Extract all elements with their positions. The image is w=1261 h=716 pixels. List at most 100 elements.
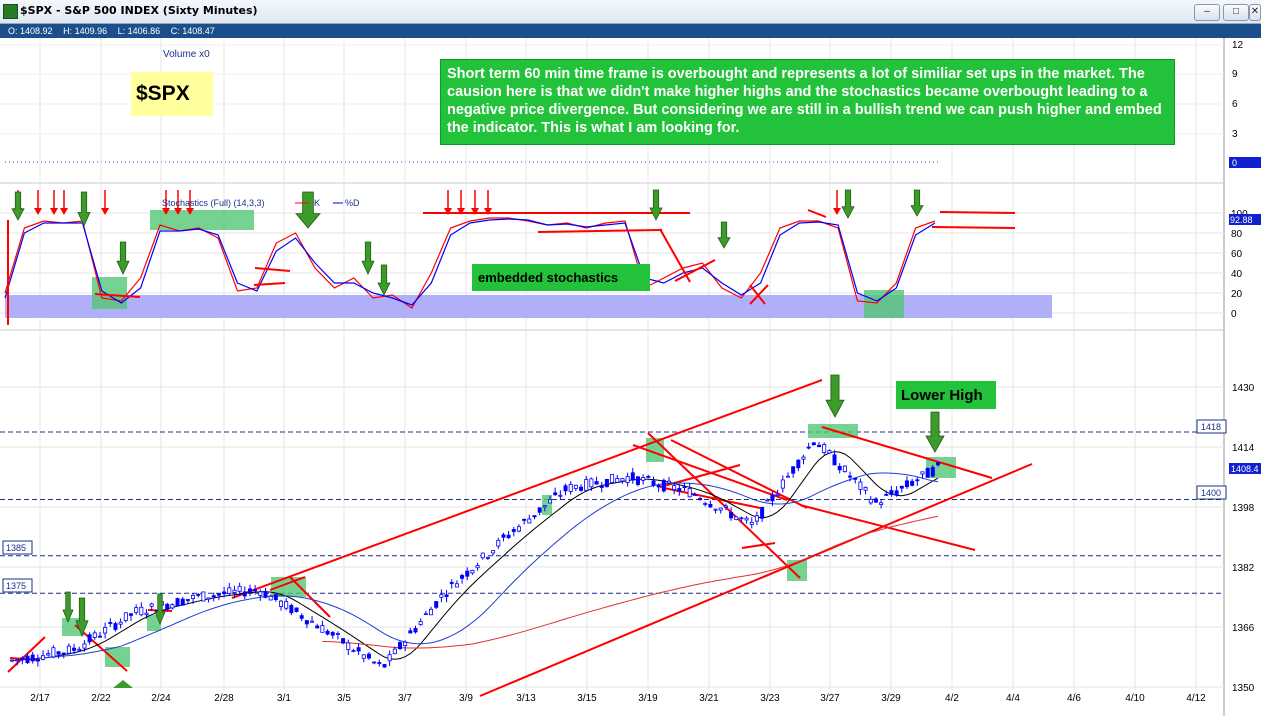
green-arrow [910, 189, 924, 217]
candle-body [729, 511, 734, 519]
green-arrow [649, 189, 663, 221]
window-title: $SPX - S&P 500 INDEX (Sixty Minutes) [20, 4, 258, 17]
candle-body [227, 587, 232, 594]
candle-body [97, 635, 102, 638]
volume-tick-label: 3 [1232, 129, 1238, 140]
stoch-current-badge [1229, 214, 1261, 225]
close-button[interactable]: ✕ [1249, 4, 1261, 21]
lower-high-note: Lower High [901, 387, 983, 404]
green-arrow [717, 221, 731, 249]
candle-body [739, 517, 744, 520]
sma-slow-line [11, 472, 939, 662]
candle-body [175, 598, 180, 607]
candle-body [832, 454, 837, 466]
green-arrow [841, 189, 855, 219]
candle-body [542, 505, 547, 508]
candle-body [201, 591, 206, 602]
x-tick-label: 4/6 [1067, 693, 1081, 704]
x-tick-label: 3/29 [881, 693, 901, 704]
level-label-1418: 1418 [1201, 422, 1221, 432]
volume-tick-label: 9 [1232, 69, 1238, 80]
candle-body [780, 479, 785, 489]
candle-body [232, 589, 237, 593]
stoch-annotation-line [537, 229, 663, 233]
stoch-tick-label: 40 [1231, 269, 1243, 280]
candle-body [873, 498, 878, 503]
candle-body [460, 575, 465, 579]
candle-body [620, 478, 625, 482]
candle-body [429, 608, 434, 616]
level-label-1418-box [1196, 419, 1227, 434]
candle-body [139, 606, 144, 616]
candle-body [423, 613, 428, 616]
ohlc-low: L: 1406.86 [117, 26, 161, 36]
candle-body [723, 505, 728, 508]
candle-body [485, 556, 490, 559]
candle-body [511, 529, 516, 532]
level-label-1375: 1375 [6, 581, 26, 591]
embedded-stochastics-note: embedded stochastics [478, 270, 618, 285]
candle-body [698, 498, 703, 501]
candle-body [635, 476, 640, 485]
candle-body [677, 488, 682, 492]
candle-body [191, 594, 196, 599]
candle-body [496, 539, 501, 547]
candle-body [35, 659, 40, 662]
candle-body [879, 502, 884, 505]
candle-body [630, 472, 635, 481]
candle-body [294, 607, 299, 612]
green-arrow [11, 191, 25, 221]
stoch-current-value: 92.88 [1230, 215, 1253, 225]
trend-line [821, 426, 993, 479]
x-axis: 2/17 2/22 2/24 2/28 3/1 3/5 3/7 3/9 3/13 3/15 3/19… [30, 693, 1206, 704]
candle-body [108, 622, 113, 624]
candle-body [387, 654, 392, 662]
price-tick-label: 1414 [1232, 443, 1255, 454]
candle-body [56, 651, 61, 655]
candle-body [848, 475, 853, 478]
candle-body [185, 599, 190, 601]
candle-body [413, 628, 418, 633]
stoch-small-arrow-head [50, 208, 58, 215]
price-highlight [271, 577, 306, 597]
price-highlight [542, 495, 552, 515]
candle-body [672, 485, 677, 491]
candle-body [527, 518, 532, 524]
candle-body [20, 657, 25, 661]
candle-body [134, 607, 139, 613]
candle-body [641, 477, 646, 481]
candle-body [754, 515, 759, 522]
candle-body [610, 474, 615, 483]
green-arrow [925, 411, 945, 453]
candle-body [785, 475, 790, 478]
maximize-button[interactable]: □ [1223, 4, 1249, 21]
trend-line [479, 463, 1033, 697]
stoch-annotation-line [253, 282, 286, 286]
candle-body [366, 653, 371, 659]
candle-body [82, 643, 87, 649]
stochastic-axis: 100806040200 [1231, 209, 1248, 320]
candle-body [760, 506, 765, 519]
candle-body [656, 484, 661, 488]
candle-body [149, 603, 154, 607]
x-tick-label: 2/22 [91, 693, 111, 704]
price-tick-label: 1382 [1232, 563, 1255, 574]
candle-body [661, 479, 666, 492]
stoch-small-arrow-head [444, 208, 452, 215]
sma-long-line [322, 515, 939, 649]
candle-body [604, 478, 609, 488]
x-tick-label: 2/28 [214, 693, 234, 704]
stoch-annotation-line [931, 226, 1016, 229]
candle-body [289, 605, 294, 614]
candle-body [775, 493, 780, 496]
price-arrows [62, 374, 945, 688]
candle-body [863, 486, 868, 491]
candle-body [356, 647, 361, 652]
chart-frame [0, 38, 1225, 716]
candle-body [113, 623, 118, 630]
candle-body [392, 648, 397, 655]
minimize-button[interactable]: ‒ [1194, 4, 1220, 21]
candle-body [558, 494, 563, 497]
candle-body [553, 492, 558, 496]
